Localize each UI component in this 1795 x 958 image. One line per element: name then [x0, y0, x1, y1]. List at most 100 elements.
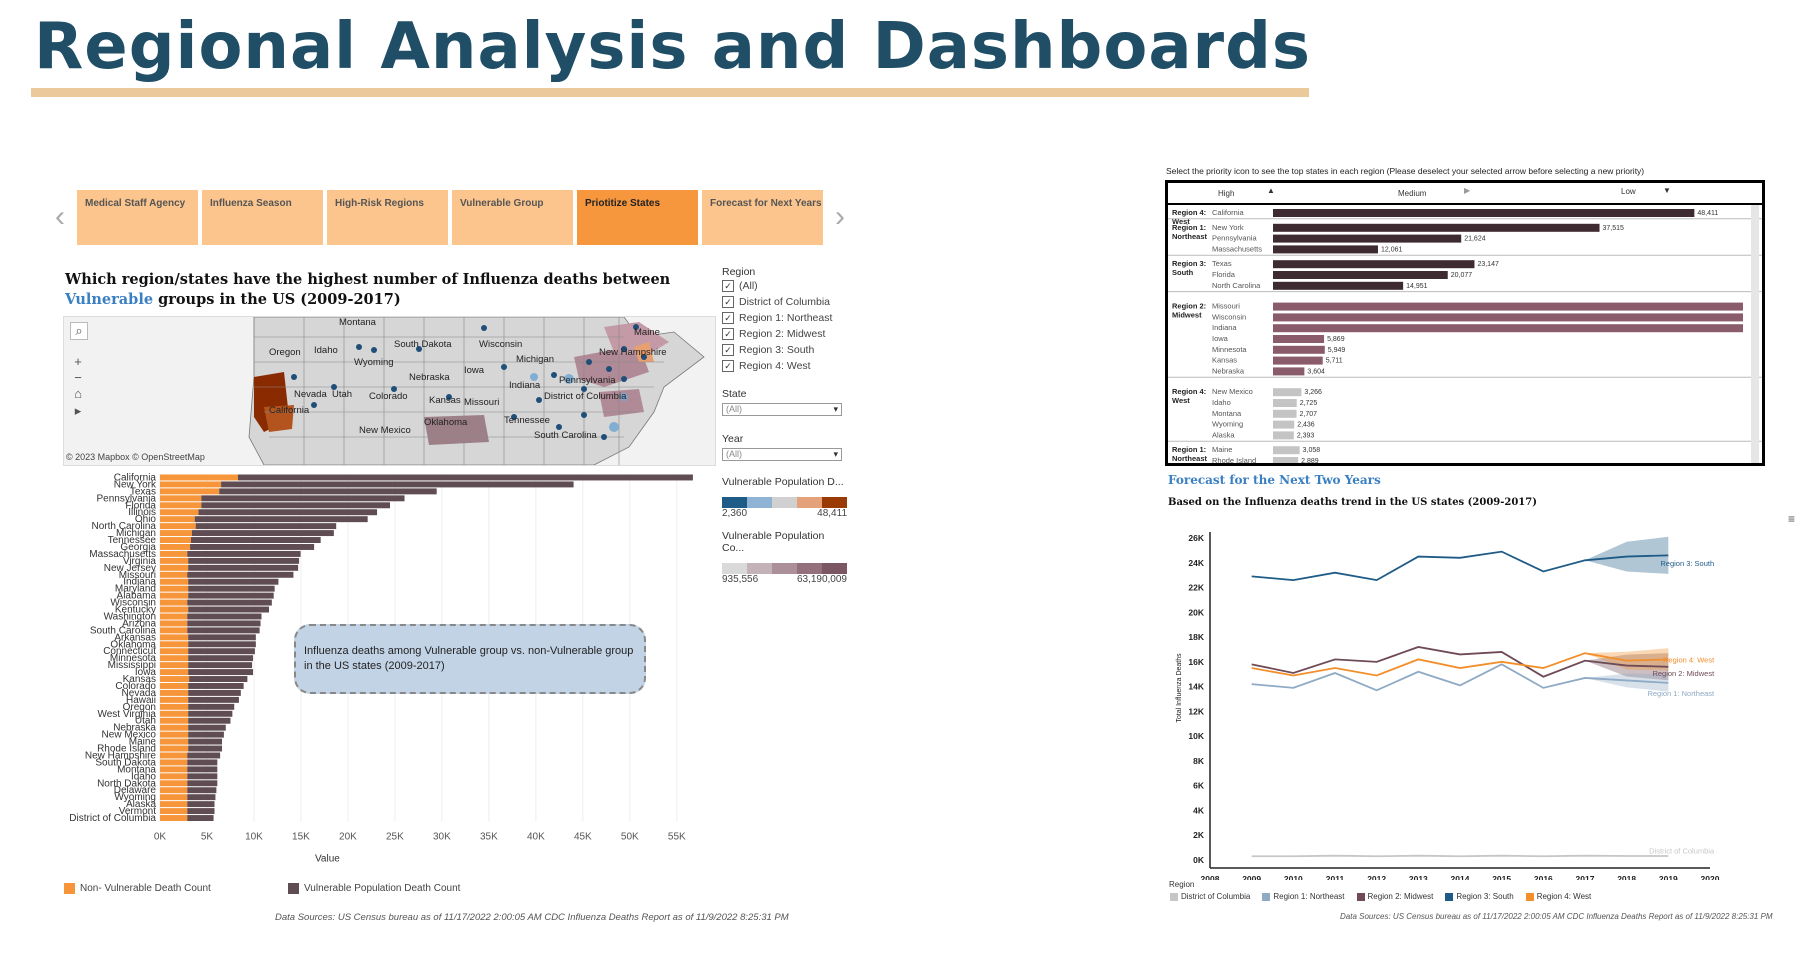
- bar-non-vulnerable: [160, 801, 188, 808]
- x-tick-label: 40K: [527, 832, 545, 843]
- checkbox-icon[interactable]: ✓: [722, 312, 734, 324]
- region-name: Northeast: [1172, 454, 1208, 463]
- region-option[interactable]: ✓ Region 4: West: [722, 358, 832, 374]
- bar-non-vulnerable: [160, 773, 188, 780]
- bar-non-vulnerable: [160, 516, 195, 523]
- region-option[interactable]: ✓ (All): [722, 278, 832, 294]
- region-option[interactable]: ✓ Region 2: Midwest: [722, 326, 832, 342]
- state-label: Iowa: [1212, 334, 1229, 343]
- chart-annotation: Influenza deaths among Vulnerable group …: [294, 624, 646, 694]
- map-state-label: Missouri: [464, 397, 500, 408]
- x-tick-label: 30K: [433, 832, 451, 843]
- series-line: [1251, 854, 1669, 858]
- bar-vulnerable: [194, 516, 368, 523]
- tab-forecast-for-next-years[interactable]: Forecast for Next Years: [702, 190, 825, 245]
- pan-arrow-icon[interactable]: ▸: [74, 403, 82, 418]
- checkbox-icon[interactable]: ✓: [722, 328, 734, 340]
- region-option[interactable]: ✓ Region 1: Northeast: [722, 310, 832, 326]
- checkbox-icon[interactable]: ✓: [722, 296, 734, 308]
- bar-vulnerable: [219, 488, 437, 495]
- y-tick-label: 4K: [1193, 805, 1205, 815]
- state-dropdown[interactable]: (All): [722, 403, 842, 416]
- legend-item-non-vulnerable: Non- Vulnerable Death Count: [64, 883, 211, 894]
- checkbox-icon[interactable]: ✓: [722, 344, 734, 356]
- category-label: Ohio: [135, 514, 157, 525]
- arrow-right-icon[interactable]: ▶: [1464, 186, 1471, 195]
- state-label: Montana: [1212, 409, 1242, 418]
- checkbox-icon[interactable]: ✓: [722, 360, 734, 372]
- bar-non-vulnerable: [160, 613, 188, 620]
- bar-non-vulnerable: [160, 766, 188, 773]
- arrow-up-icon[interactable]: ▲: [1267, 186, 1275, 195]
- bar-vulnerable: [187, 787, 217, 794]
- x-tick-label: 20K: [339, 832, 357, 843]
- region-option[interactable]: ✓ Region 3: South: [722, 342, 832, 358]
- region-option[interactable]: ✓ District of Columbia: [722, 294, 832, 310]
- category-label: Wyoming: [114, 792, 156, 803]
- bar-non-vulnerable: [160, 696, 189, 703]
- priority-bar: [1273, 245, 1378, 254]
- category-label: Arizona: [122, 618, 156, 629]
- bar-non-vulnerable: [160, 627, 188, 634]
- x-tick-label: 2015: [1492, 874, 1511, 880]
- bar-non-vulnerable: [160, 787, 188, 794]
- state-label: Rhode Island: [1212, 456, 1256, 463]
- legend-item: Region 1: Northeast: [1262, 892, 1345, 901]
- bar-non-vulnerable: [160, 676, 190, 682]
- x-tick-label: 10K: [245, 832, 263, 843]
- x-tick-label: 2014: [1451, 874, 1470, 880]
- zoom-in-icon[interactable]: +: [74, 354, 82, 369]
- forecast-legend-title: Region: [1169, 880, 1195, 889]
- checkbox-icon[interactable]: ✓: [722, 280, 734, 292]
- chevron-left-icon[interactable]: ‹: [55, 200, 65, 233]
- bar-non-vulnerable: [160, 780, 188, 787]
- bar-vulnerable: [201, 495, 405, 502]
- home-icon[interactable]: ⌂: [74, 386, 82, 401]
- bar-vulnerable: [190, 544, 315, 550]
- vuln-count-min: 935,556: [722, 574, 759, 585]
- map-state-label: Wyoming: [354, 357, 394, 368]
- priority-bar: [1273, 234, 1462, 243]
- priority-bar: [1273, 345, 1325, 354]
- state-label: Massachusetts: [1212, 244, 1262, 253]
- us-map[interactable]: ⌕ + − ⌂ ▸ Montana Oregon Idaho Wyoming South…: [63, 316, 716, 466]
- vuln-deaths-legend-title: Vulnerable Population D...: [722, 476, 844, 488]
- bar-non-vulnerable: [160, 564, 189, 571]
- map-state-label: Kansas: [429, 395, 461, 406]
- category-label: New Jersey: [104, 563, 156, 574]
- menu-icon[interactable]: ≡: [1788, 512, 1795, 526]
- tab-high-risk-regions[interactable]: High-Risk Regions: [327, 190, 450, 245]
- dashboard-heading: Which region/states have the highest num…: [65, 271, 671, 308]
- bar-vulnerable: [188, 745, 223, 752]
- page-title: Regional Analysis and Dashboards: [34, 10, 1311, 84]
- region-option-label: Region 1: Northeast: [739, 312, 833, 324]
- priority-bar: [1273, 313, 1743, 322]
- priority-bar: [1273, 388, 1302, 397]
- priority-bar-value: 3,266: [1304, 389, 1322, 396]
- state-label: Alaska: [1212, 430, 1235, 439]
- tab-priotitize-states[interactable]: Priotitize States: [577, 190, 700, 245]
- x-tick-label: 35K: [480, 832, 498, 843]
- bar-non-vulnerable: [160, 662, 189, 669]
- region-name: Region 3:: [1172, 259, 1206, 268]
- map-state-label: Maine: [634, 327, 660, 338]
- x-tick-label: 50K: [621, 832, 639, 843]
- bar-non-vulnerable: [160, 620, 188, 627]
- state-label: Indiana: [1212, 323, 1237, 332]
- legend-swatch: [1170, 892, 1178, 901]
- bar-non-vulnerable: [160, 537, 192, 543]
- tab-medical-staff-agency[interactable]: Medical Staff Agency: [77, 190, 200, 245]
- search-icon[interactable]: ⌕: [70, 322, 88, 340]
- bar-vulnerable: [188, 641, 256, 648]
- year-dropdown[interactable]: (All): [722, 448, 842, 461]
- zoom-out-icon[interactable]: −: [74, 370, 82, 385]
- series-end-label: Region 1: Northeast: [1647, 689, 1715, 698]
- tab-vulnerable-group[interactable]: Vulnerable Group: [452, 190, 575, 245]
- arrow-down-icon[interactable]: ▼: [1663, 186, 1671, 195]
- priority-bar-value: 2,725: [1300, 400, 1318, 407]
- y-tick-label: 26K: [1188, 533, 1204, 543]
- tab-influenza-season[interactable]: Influenza Season: [202, 190, 325, 245]
- chevron-right-icon[interactable]: ›: [835, 200, 845, 233]
- priority-bar: [1273, 431, 1294, 440]
- map-state-label: Wisconsin: [479, 339, 523, 350]
